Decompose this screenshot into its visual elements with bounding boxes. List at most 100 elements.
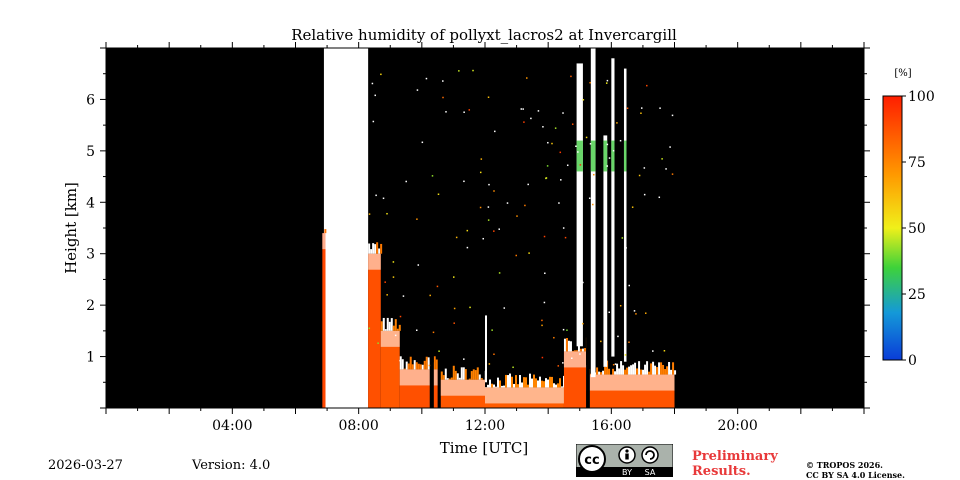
- noise-point: [537, 110, 540, 112]
- data-gap-1: [586, 48, 590, 408]
- noise-point: [608, 157, 611, 159]
- noise-point: [612, 363, 615, 366]
- humidity-region-6: [563, 337, 588, 408]
- humidity-speckle: [606, 360, 609, 375]
- noise-point: [498, 272, 501, 274]
- noise-point: [663, 350, 666, 352]
- humidity-speckle: [386, 317, 389, 331]
- noise-point: [571, 357, 573, 360]
- colorbar: [%] 0 25 50 75 100: [882, 68, 935, 369]
- copyright-line-2: CC BY SA 4.0 License.: [806, 470, 905, 480]
- noise-point: [466, 246, 469, 249]
- humidity-speckle: [579, 348, 582, 352]
- humidity-speckle: [662, 364, 665, 375]
- y-tick-label: 1: [86, 350, 95, 366]
- colorbar-tick-label: 100: [908, 89, 935, 105]
- noise-point: [579, 353, 581, 355]
- humidity-fill: [380, 330, 400, 408]
- noise-point: [498, 228, 500, 230]
- humidity-speckle: [638, 361, 641, 375]
- x-tick-label: 12:00: [465, 418, 505, 434]
- noise-point: [671, 114, 674, 117]
- humidity-speckle: [628, 366, 631, 375]
- humidity-speckle: [666, 366, 669, 375]
- preliminary-line-2: Results.: [692, 464, 751, 479]
- noise-point: [646, 84, 648, 87]
- humidity-speckle: [495, 386, 497, 388]
- noise-point: [421, 141, 424, 144]
- noise-point: [488, 363, 491, 365]
- noise-point: [619, 139, 622, 142]
- noise-point: [455, 236, 458, 239]
- noise-point: [372, 120, 375, 123]
- noise-point: [628, 284, 630, 287]
- noise-point: [566, 164, 569, 167]
- noise-point: [633, 310, 636, 312]
- noise-point: [559, 151, 562, 154]
- noise-point: [616, 122, 618, 124]
- noise-point: [588, 197, 591, 199]
- humidity-speckle: [674, 370, 677, 375]
- humidity-speckle: [644, 364, 647, 375]
- noise-point: [560, 179, 562, 181]
- preliminary-results-notice: Preliminary Results.: [692, 449, 778, 479]
- humidity-speckle: [632, 364, 635, 375]
- humidity-speckle: [450, 377, 453, 380]
- date-label: 2026-03-27: [48, 458, 123, 473]
- humidity-speckle: [411, 364, 414, 370]
- noise-point: [526, 77, 528, 79]
- noise-point: [643, 167, 646, 169]
- data-gap-0: [429, 48, 434, 408]
- noise-point: [582, 99, 585, 101]
- noise-point: [493, 353, 495, 356]
- noise-point: [469, 306, 471, 309]
- humidity-speckle: [624, 369, 627, 375]
- noise-point: [479, 171, 482, 174]
- noise-point: [487, 96, 490, 98]
- humidity-fill: [322, 233, 326, 408]
- humidity-speckle: [427, 357, 430, 370]
- noise-point: [571, 123, 574, 125]
- x-tick-label: 20:00: [717, 418, 757, 434]
- humidity-region-4: [440, 365, 487, 408]
- noise-point: [380, 73, 382, 76]
- noise-point: [551, 142, 553, 145]
- humidity-speckle: [401, 359, 404, 370]
- noise-point: [542, 126, 544, 128]
- humidity-speckle: [553, 383, 555, 388]
- humidity-speckle: [497, 377, 499, 388]
- humidity-speckle: [600, 372, 603, 375]
- humidity-speckle: [672, 362, 675, 375]
- noise-point: [612, 149, 615, 152]
- humidity-speckle: [648, 371, 651, 375]
- humidity-speckle: [598, 371, 601, 375]
- noise-point: [479, 206, 482, 209]
- humidity-speckle: [501, 385, 503, 388]
- humidity-speckle: [442, 375, 445, 380]
- noise-point: [566, 329, 568, 331]
- noise-point: [606, 79, 609, 82]
- humidity-speckle: [487, 384, 489, 388]
- noise-point: [487, 206, 490, 208]
- humidity-speckle: [374, 244, 377, 254]
- humidity-speckle: [476, 367, 479, 380]
- humidity-speckle: [547, 379, 549, 388]
- x-tick-label: 16:00: [591, 418, 631, 434]
- humidity-speckle: [468, 378, 471, 380]
- humidity-speckle: [394, 319, 397, 331]
- share-alike-icon: [641, 446, 659, 464]
- colorbar-tick-label: 0: [908, 353, 917, 369]
- noise-point: [487, 219, 490, 221]
- cloud-column-body: [576, 63, 583, 347]
- noise-point: [600, 340, 602, 343]
- colorbar-tick-label: 50: [908, 221, 926, 237]
- humidity-speckle: [480, 378, 483, 380]
- humidity-speckle: [398, 324, 401, 331]
- cloud-top-layer: [399, 369, 438, 386]
- noise-point: [553, 336, 555, 339]
- x-axis: 04:00 08:00 12:00 16:00 20:00: [105, 42, 865, 434]
- humidity-speckle: [527, 384, 529, 388]
- noise-point: [543, 301, 546, 304]
- humidity-speckle: [559, 378, 561, 388]
